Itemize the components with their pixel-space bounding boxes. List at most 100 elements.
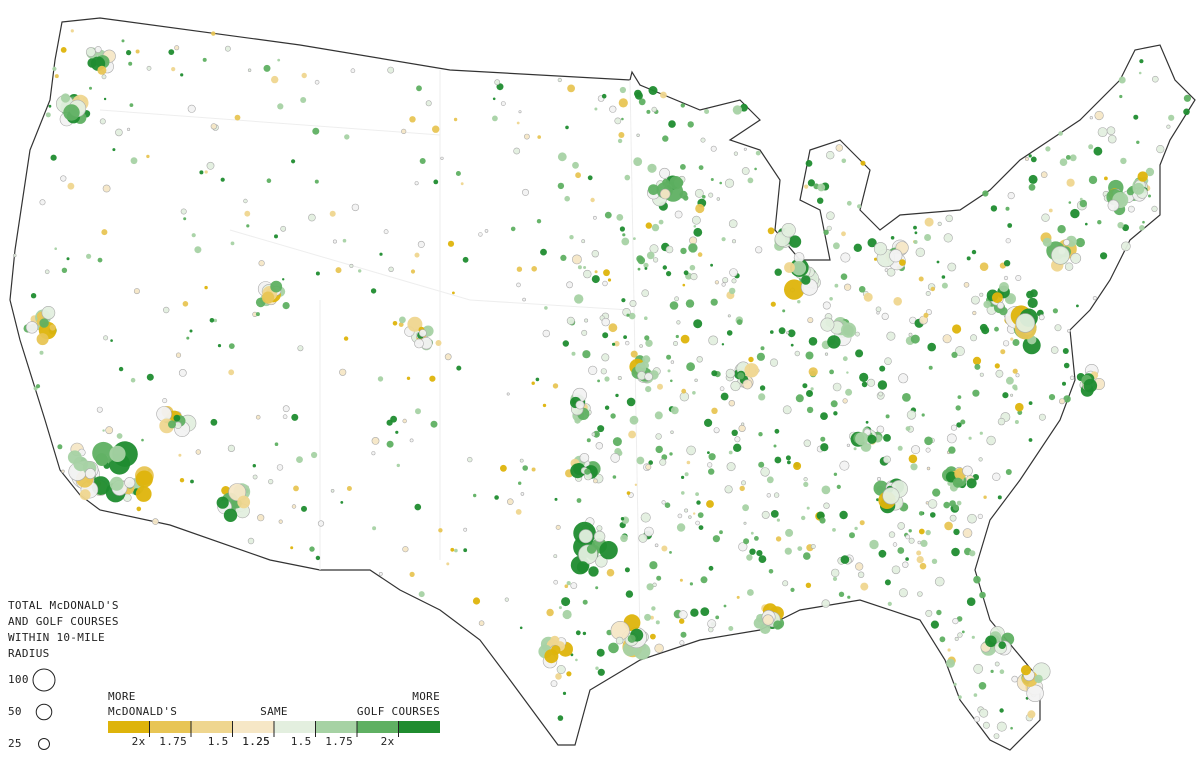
location-dot <box>784 262 795 273</box>
location-dot <box>967 513 977 524</box>
location-dot <box>562 340 569 347</box>
location-dot <box>919 562 927 570</box>
color-swatch <box>149 721 191 733</box>
location-dot <box>902 393 911 402</box>
location-dot <box>452 291 455 295</box>
location-dot <box>910 463 918 471</box>
location-dot <box>782 580 789 587</box>
location-dot <box>189 329 193 333</box>
location-dot <box>179 478 185 483</box>
location-dot <box>603 269 610 277</box>
location-dot <box>876 498 879 502</box>
location-dot <box>584 318 589 323</box>
location-dot <box>301 505 307 512</box>
location-dot <box>524 133 530 140</box>
location-dot <box>636 133 640 138</box>
location-dot <box>734 436 741 443</box>
location-dot <box>887 601 892 607</box>
location-dot <box>676 320 681 325</box>
location-dot <box>1066 178 1075 187</box>
location-dot <box>966 256 971 261</box>
location-dot <box>237 495 251 509</box>
location-dot <box>680 164 686 170</box>
location-dot <box>679 578 683 582</box>
location-dot <box>801 275 811 285</box>
location-dot <box>801 515 806 521</box>
location-dot <box>970 334 978 342</box>
location-dot <box>595 442 603 450</box>
location-dot <box>146 65 152 71</box>
location-dot <box>25 321 39 334</box>
location-dot <box>429 375 436 382</box>
location-dot <box>749 548 756 555</box>
location-dot <box>966 478 977 489</box>
location-dot <box>805 351 814 360</box>
location-dot <box>550 680 558 687</box>
location-dot <box>340 501 344 504</box>
location-dot <box>820 317 835 332</box>
location-dot <box>832 576 838 582</box>
location-dot <box>748 356 754 363</box>
country-outline <box>9 17 1196 751</box>
location-dot <box>388 266 394 272</box>
location-dot <box>418 591 425 598</box>
location-dot <box>594 270 598 274</box>
location-dot <box>841 231 846 237</box>
location-dot <box>829 297 833 301</box>
location-dot <box>311 451 318 459</box>
location-dot <box>1128 205 1135 213</box>
location-dot <box>1076 304 1079 308</box>
location-dot <box>712 535 721 543</box>
location-dot <box>908 537 915 544</box>
location-dot <box>822 301 831 310</box>
location-dot <box>886 331 896 341</box>
location-dot <box>670 379 673 383</box>
location-dot <box>846 371 849 374</box>
location-dot <box>1168 114 1175 121</box>
location-dot <box>617 138 623 144</box>
location-dot <box>685 299 695 308</box>
location-dot <box>679 640 685 646</box>
location-dot <box>908 332 913 337</box>
location-dot <box>641 289 650 298</box>
location-dot <box>290 546 294 550</box>
location-dot <box>727 314 731 318</box>
location-dot <box>910 334 920 344</box>
location-dot <box>790 587 795 593</box>
location-dot <box>63 104 80 121</box>
location-dot <box>992 472 1001 481</box>
location-dot <box>191 233 196 238</box>
location-dot <box>693 319 703 329</box>
location-dot <box>1015 274 1022 281</box>
location-dot <box>686 460 691 465</box>
legend-right-label: GOLF COURSES <box>357 705 440 718</box>
location-dot <box>952 477 964 488</box>
location-dot <box>726 462 736 472</box>
location-dot <box>634 483 638 486</box>
location-dot <box>518 110 522 114</box>
location-dot <box>719 530 723 535</box>
location-dot <box>372 526 377 531</box>
location-dot <box>419 158 426 164</box>
location-dot <box>823 502 830 509</box>
location-dot <box>936 260 940 264</box>
location-dot <box>84 468 96 479</box>
location-dot <box>666 271 672 277</box>
location-dot <box>247 68 252 72</box>
location-dot <box>708 453 716 461</box>
location-dot <box>878 391 883 397</box>
location-dot <box>571 351 576 356</box>
location-dot <box>878 549 887 558</box>
location-dot <box>759 385 766 391</box>
location-dot <box>557 715 564 721</box>
location-dot <box>608 323 618 333</box>
location-dot <box>135 486 152 502</box>
location-dot <box>973 693 978 697</box>
location-dot <box>687 121 694 128</box>
location-dot <box>621 237 630 246</box>
location-dot <box>168 420 176 429</box>
location-dot <box>621 117 624 121</box>
location-dot <box>840 273 848 281</box>
location-dot <box>1062 348 1069 354</box>
location-dot <box>1059 398 1066 405</box>
